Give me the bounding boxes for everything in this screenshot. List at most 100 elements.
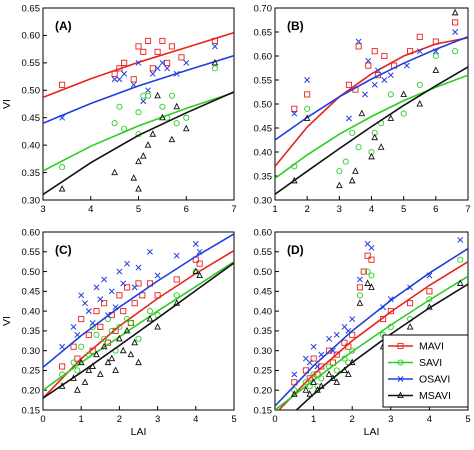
series-msavi [43,262,234,399]
data-point-mavi [89,347,96,354]
data-point-mavi [159,37,166,44]
data-point-osavi [403,62,410,69]
fit-line-savi [275,74,468,180]
y-tick-label: 0.60 [22,31,41,42]
data-point-mavi [116,292,123,299]
x-tick-label: 3 [155,414,160,425]
x-tick-label: 6 [433,204,438,215]
data-point-osavi [124,260,130,267]
plot-area [43,233,234,399]
data-point-mavi [291,105,298,112]
data-point-osavi [192,240,199,247]
data-point-msavi [356,299,364,306]
data-point-osavi [135,59,142,66]
data-point-osavi [130,81,137,88]
data-point-osavi [70,323,77,330]
data-point-mavi [387,308,394,315]
data-point-mavi [135,43,142,50]
data-point-msavi [348,176,356,184]
data-point-osavi [387,296,394,303]
data-point-savi [310,371,317,378]
data-point-osavi [120,280,127,287]
data-point-osavi [329,347,336,354]
data-point-msavi [144,141,152,148]
y-tick-label: 0.30 [254,346,273,357]
panel-4: 0 1 2 3 4 5 0.15 0.20 0.25 0.30 0.35 0.40 0.45 0.50 0.… [254,227,471,438]
data-point-osavi [371,81,378,88]
data-point-osavi [457,236,464,243]
data-point-msavi [333,378,341,385]
legend-marker [397,342,404,350]
data-point-mavi [452,19,459,26]
data-point-mavi [360,268,367,275]
data-point-mavi [432,38,439,45]
data-point-osavi [112,304,119,311]
fit-line-msavi [295,283,468,410]
data-point-osavi [306,359,313,366]
data-point-msavi [387,114,395,121]
y-tick-label: 0.15 [22,405,41,416]
data-point-msavi [93,350,100,358]
fit-line-osavi [275,36,468,141]
y-tick-label: 0.20 [22,386,41,397]
data-point-mavi [93,308,100,315]
data-point-msavi [456,279,464,286]
data-point-mavi [59,363,66,370]
data-point-msavi [192,267,200,275]
data-point-osavi [346,115,352,122]
data-point-msavi [139,152,147,159]
data-point-osavi [407,284,414,291]
data-point-savi [333,367,340,374]
data-point-mavi [365,62,372,69]
x-tick-label: 2 [305,204,310,215]
data-point-savi [59,371,66,378]
data-point-osavi [452,29,459,35]
data-point-savi [173,292,180,299]
data-point-mavi [120,308,127,315]
data-point-mavi [368,256,375,263]
data-point-mavi [380,315,387,323]
data-point-msavi [302,386,310,393]
x-tick-label: 4 [193,414,198,425]
data-point-mavi [78,315,85,323]
y-tick-label: 0.45 [22,113,41,124]
data-point-mavi [164,59,171,66]
x-tick-label: 6 [184,204,189,215]
fit-line-osavi [43,233,234,368]
data-point-mavi [341,339,348,346]
data-point-mavi [416,33,423,40]
data-point-mavi [70,343,77,350]
fit-line-osavi [275,247,468,407]
data-point-osavi [381,77,388,83]
data-point-savi [400,110,407,117]
data-point-msavi [111,168,118,176]
legend-label: MSAVI [419,390,451,402]
x-axis-label: LAI [131,426,147,438]
x-tick-label: 3 [388,414,393,425]
data-point-msavi [341,366,348,373]
data-point-msavi [290,390,298,397]
series-savi [43,261,234,391]
legend-item-msavi: MSAVI [388,390,451,402]
data-point-savi [432,52,439,60]
data-point-mavi [364,252,371,259]
data-point-mavi [154,292,161,299]
series-msavi [275,8,468,195]
data-point-osavi [135,264,142,271]
data-point-osavi [356,276,363,283]
data-point-mavi [112,327,119,334]
y-tick-label: 0.45 [254,123,273,134]
data-point-osavi [159,59,166,66]
data-point-osavi [140,98,147,105]
data-point-osavi [154,65,161,72]
data-point-mavi [130,76,137,83]
data-point-osavi [131,284,138,291]
data-point-msavi [314,386,321,393]
data-point-mavi [325,347,333,354]
y-tick-label: 0.30 [22,195,41,206]
data-point-osavi [432,48,439,55]
data-point-msavi [329,374,337,381]
data-point-osavi [59,114,66,121]
panel-1: 3 4 5 6 7 0.30 0.35 0.40 0.45 0.50 0.55 0.60 0.65 (A)… [1,3,237,215]
data-point-osavi [380,304,387,311]
